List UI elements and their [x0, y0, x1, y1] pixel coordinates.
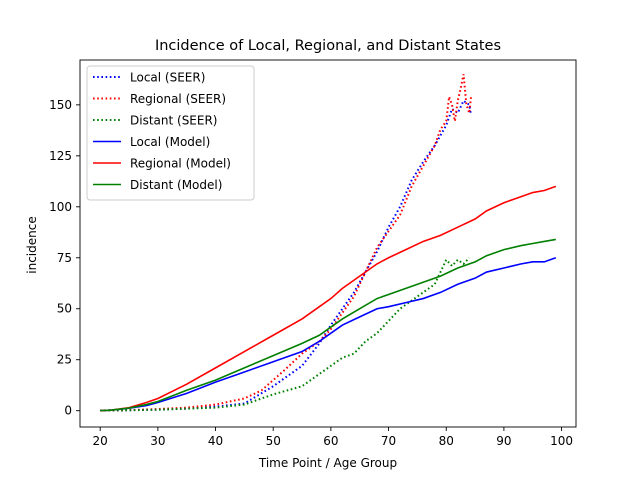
y-tick-label: 50	[57, 302, 72, 316]
plot-frame	[79, 59, 577, 428]
legend-label: Regional (SEER)	[130, 92, 226, 106]
x-axis-label: Time Point / Age Group	[258, 456, 397, 470]
series-line-2	[100, 257, 471, 412]
legend-label: Distant (SEER)	[130, 114, 218, 128]
legend-label: Distant (Model)	[130, 178, 222, 192]
x-tick-label: 50	[266, 434, 281, 448]
plot-area	[79, 59, 577, 428]
y-tick-label: 75	[57, 251, 72, 265]
y-tick-label: 100	[49, 200, 72, 214]
legend-label: Local (Model)	[130, 135, 210, 149]
x-tick-label: 70	[381, 434, 396, 448]
x-tick-label: 100	[550, 434, 573, 448]
legend-box	[86, 65, 255, 201]
y-tick-label: 150	[49, 98, 72, 112]
legend-label: Regional (Model)	[130, 157, 231, 171]
x-tick-label: 80	[439, 434, 454, 448]
legend-label: Local (SEER)	[130, 71, 205, 85]
y-tick-label: 125	[49, 149, 72, 163]
y-tick-label: 25	[57, 353, 72, 367]
legend: Local (SEER) Regional (SEER) Distant (SEER…	[86, 65, 255, 201]
series-line-1	[100, 74, 473, 412]
x-tick-label: 60	[323, 434, 338, 448]
x-axis: 20 30 40 50 60 70 80 90 100	[93, 427, 573, 448]
y-axis-label: incidence	[25, 216, 39, 273]
chart-title: Incidence of Local, Regional, and Distan…	[155, 38, 501, 54]
series-line-0	[100, 99, 473, 412]
x-tick-label: 30	[150, 434, 165, 448]
x-tick-label: 40	[208, 434, 223, 448]
series-line-3	[100, 257, 557, 412]
series-line-5	[100, 238, 556, 412]
series-line-4	[100, 185, 557, 412]
x-tick-label: 20	[93, 434, 108, 448]
x-tick-label: 90	[496, 434, 511, 448]
y-tick-label: 0	[64, 404, 72, 418]
y-axis: 0 25 50 75 100 125 150	[49, 98, 80, 418]
